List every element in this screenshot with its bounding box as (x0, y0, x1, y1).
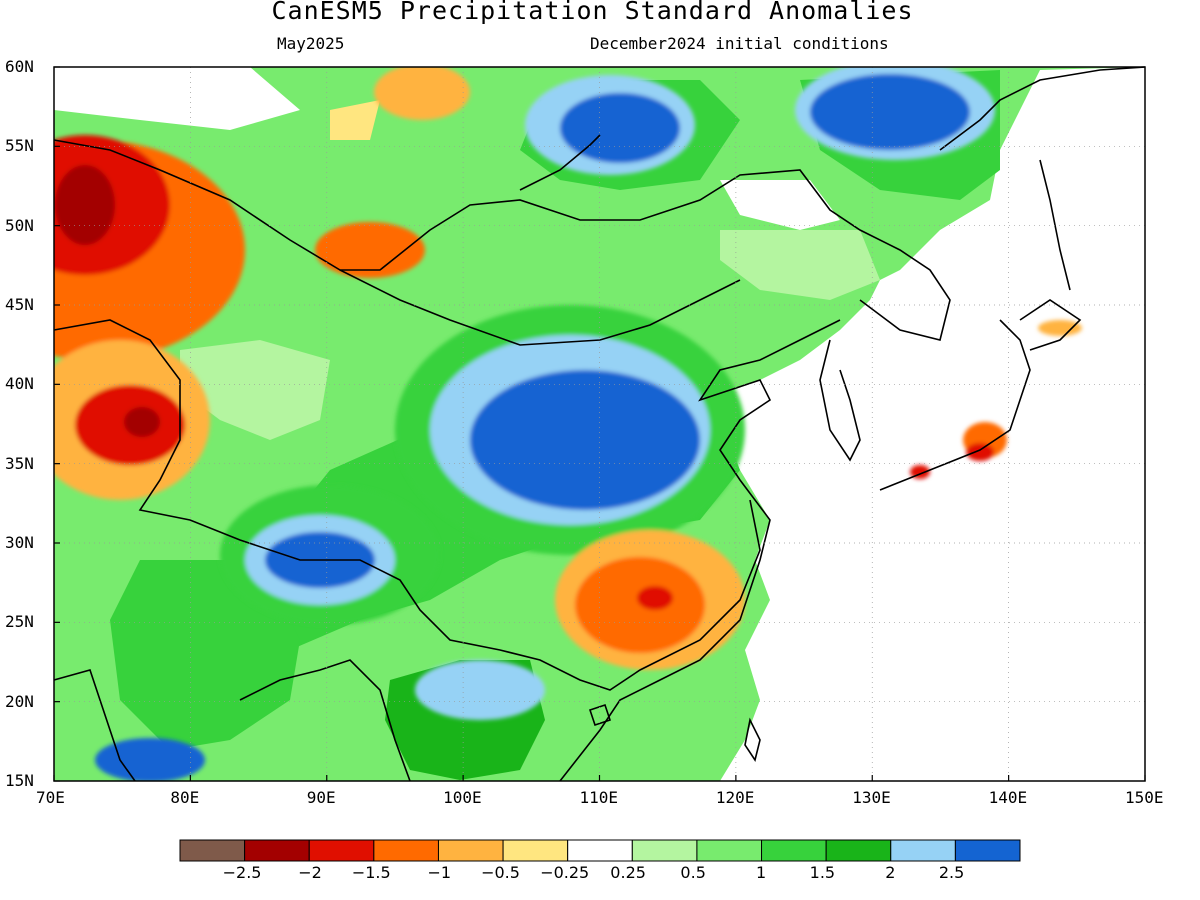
initial-conditions: December2024 initial conditions (590, 34, 889, 53)
colorbar-label: −0.5 (481, 863, 520, 882)
anomaly-region-kazakh-dry-peak (55, 165, 115, 245)
colorbar-label: 2 (885, 863, 896, 882)
neutral-zone-west (180, 340, 330, 440)
colorbar-label: 0.25 (610, 863, 646, 882)
y-tick-label: 45N (5, 295, 34, 314)
japan-honshu (879, 319, 1031, 491)
x-tick-label: 110E (579, 788, 619, 807)
colorbar-swatch (890, 839, 956, 862)
forecast-month: May2025 (277, 34, 345, 53)
korea-coast (819, 339, 861, 462)
anomaly-region-indochina-wet (415, 660, 545, 720)
neutral-zone-mongolia (720, 180, 840, 230)
hokkaido-coast (1019, 299, 1082, 351)
taiwan-coast (744, 717, 761, 762)
ocean-mask (710, 67, 1145, 781)
china-west-border (53, 319, 761, 691)
anomaly-region-balkhash-dry (315, 222, 425, 278)
colorbar-swatch (244, 839, 310, 862)
colorbar-label: 2.5 (938, 863, 965, 882)
map-title: CanESM5 Precipitation Standard Anomalies (271, 0, 914, 25)
colorbar-swatch (567, 839, 633, 862)
x-tick-label: 120E (715, 788, 755, 807)
colorbar-swatch (308, 839, 375, 862)
x-tick-label: 70E (36, 788, 65, 807)
colorbar-label: −1.5 (351, 863, 391, 882)
country-borders (53, 66, 1146, 782)
colorbar-swatch (954, 839, 1021, 862)
x-tick-label: 80E (170, 788, 200, 807)
colorbar-swatch (373, 839, 439, 862)
india-coast (53, 669, 136, 782)
hainan-coast (588, 703, 612, 727)
lake-baikal (519, 134, 601, 191)
colorbar-swatch (761, 839, 827, 862)
anomaly-region-baikal-wet-peak (560, 93, 680, 163)
y-tick-label: 20N (5, 691, 34, 711)
map-gridlines (54, 67, 1145, 781)
neutral-zone-northeast (720, 230, 880, 300)
colorbar-swatch (502, 839, 569, 862)
colorbar-label: −2.5 (222, 863, 262, 882)
colorbar-swatch (825, 839, 892, 862)
anomaly-region-south-china-dry-peak (637, 586, 673, 610)
y-tick-label: 55N (5, 136, 34, 156)
anomaly-region-south-china-dry-core (575, 557, 705, 653)
anomaly-region-sayan-dry (374, 67, 470, 120)
anomaly-region-india-south-wet (95, 738, 205, 781)
sakhalin-coast (1039, 159, 1071, 291)
anomaly-region-north-china-wet-peak (470, 370, 700, 510)
colorbar-label: 0.5 (680, 863, 706, 882)
bangladesh-coast (239, 659, 411, 782)
colorbar-swatch (179, 839, 246, 862)
anomaly-region-pamir-dry-peak (124, 407, 160, 437)
mongolia-border (339, 269, 741, 346)
y-tick-label: 25N (5, 612, 34, 632)
anomaly-region-japan-dry-peak (966, 443, 994, 461)
anomaly-region-hokkaido-dry (1038, 320, 1082, 336)
neutral-zone-sayan (330, 100, 380, 140)
colorbar-label: −2 (298, 863, 322, 882)
x-tick-label: 100E (443, 788, 482, 807)
x-tick-label: 130E (852, 788, 891, 807)
y-tick-label: 60N (5, 57, 34, 76)
y-tick-label: 40N (5, 374, 34, 394)
russia-china-border (53, 139, 951, 341)
y-tick-label: 15N (5, 771, 34, 790)
colorbar-swatch (696, 839, 763, 862)
y-tick-label: 35N (5, 453, 34, 473)
colorbar-swatch (437, 839, 504, 862)
colorbar-label: 1.5 (809, 863, 836, 882)
colorbar-label: 1 (756, 863, 767, 882)
colorbar-label: −0.25 (540, 863, 590, 882)
neutral-zone-north (54, 67, 300, 130)
colorbar-swatch (631, 839, 698, 862)
x-tick-label: 90E (306, 788, 336, 807)
siberia-coast (939, 66, 1146, 151)
china-coast (559, 319, 841, 782)
axis-ticks (53, 66, 1146, 782)
green-zone-south (110, 560, 300, 750)
x-tick-label: 140E (988, 788, 1028, 807)
y-tick-label: 30N (5, 533, 34, 552)
y-tick-label: 50N (5, 215, 34, 235)
colorbar-label: −1 (427, 863, 452, 882)
colorbar (179, 839, 1021, 862)
x-tick-label: 150E (1125, 788, 1164, 807)
anomaly-region-okhotsk-wet-peak (810, 74, 970, 150)
